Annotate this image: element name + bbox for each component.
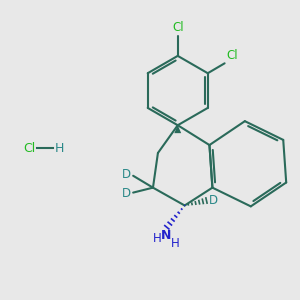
Text: Cl: Cl — [172, 21, 184, 34]
Text: H: H — [55, 142, 64, 154]
Text: N: N — [161, 229, 171, 242]
Text: D: D — [122, 168, 131, 181]
Text: Cl: Cl — [23, 142, 35, 154]
Text: D: D — [208, 194, 217, 207]
Text: H: H — [153, 232, 161, 245]
Text: Cl: Cl — [226, 49, 238, 62]
Text: H: H — [170, 237, 179, 250]
Text: D: D — [122, 187, 131, 200]
Polygon shape — [174, 125, 181, 133]
